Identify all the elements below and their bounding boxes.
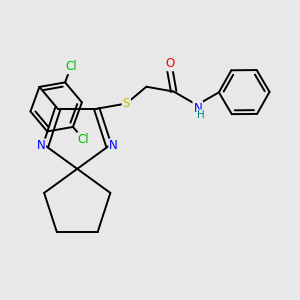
Text: Cl: Cl — [65, 60, 76, 73]
Text: N: N — [109, 140, 118, 152]
Text: Cl: Cl — [78, 133, 89, 146]
Text: O: O — [165, 57, 174, 70]
Text: S: S — [123, 97, 130, 110]
Text: H: H — [197, 110, 205, 120]
Text: N: N — [194, 102, 202, 115]
Text: N: N — [37, 140, 45, 152]
